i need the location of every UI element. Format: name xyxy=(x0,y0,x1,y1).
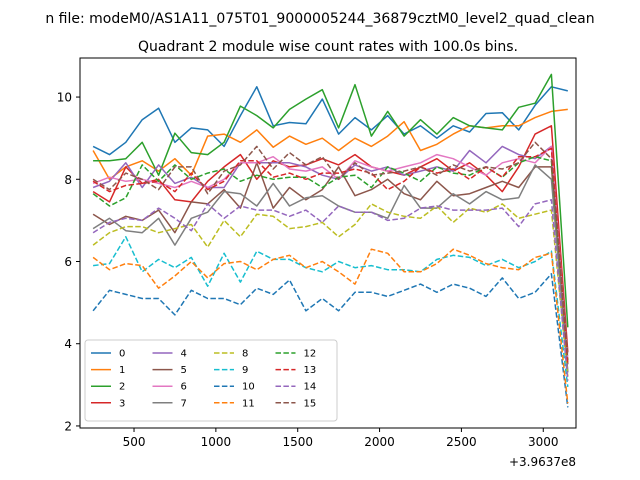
series-line-13 xyxy=(92,147,569,365)
legend-label-2: 2 xyxy=(119,382,125,393)
x-tick-label: 2000 xyxy=(364,435,395,449)
legend-label-3: 3 xyxy=(119,398,125,409)
x-tick-label: 2500 xyxy=(446,435,477,449)
x-tick-label: 3000 xyxy=(528,435,559,449)
y-tick-label: 8 xyxy=(64,173,72,187)
y-tick-label: 4 xyxy=(64,337,72,351)
series-line-7 xyxy=(92,164,569,373)
series-line-11 xyxy=(92,248,569,404)
series-line-10 xyxy=(92,273,569,408)
legend-label-12: 12 xyxy=(304,349,317,360)
series-line-2 xyxy=(93,73,569,328)
legend-label-6: 6 xyxy=(181,382,187,393)
chart-suptitle: n file: modeM0/AS1A11_075T01_9000005244_… xyxy=(45,11,594,27)
y-tick-label: 6 xyxy=(64,255,72,269)
legend-label-7: 7 xyxy=(181,398,187,409)
series-line-8 xyxy=(92,203,569,377)
legend-label-13: 13 xyxy=(304,365,317,376)
x-tick-label: 1000 xyxy=(201,435,232,449)
x-offset-label: +3.9637e8 xyxy=(509,455,576,469)
y-axis: 2 4 6 8 10 xyxy=(57,91,80,433)
legend-label-14: 14 xyxy=(304,382,317,393)
series-line-5 xyxy=(92,162,569,365)
legend-label-10: 10 xyxy=(242,382,255,393)
series-line-3 xyxy=(92,125,569,352)
legend-label-8: 8 xyxy=(242,349,248,360)
x-axis: 500 1000 1500 2000 2500 3000 xyxy=(123,428,559,449)
legend-label-15: 15 xyxy=(304,398,317,409)
x-tick-label: 500 xyxy=(123,435,146,449)
legend-label-4: 4 xyxy=(181,349,187,360)
legend-label-0: 0 xyxy=(119,349,125,360)
legend-label-9: 9 xyxy=(242,365,248,376)
x-tick-label: 1500 xyxy=(282,435,313,449)
series-layer xyxy=(92,73,569,408)
legend-box xyxy=(84,339,338,422)
y-tick-label: 2 xyxy=(64,419,72,433)
series-line-0 xyxy=(92,86,568,156)
legend-label-11: 11 xyxy=(242,398,255,409)
series-line-12 xyxy=(92,155,569,361)
plot-frame xyxy=(79,57,577,429)
chart-title: Quadrant 2 module wise count rates with … xyxy=(138,39,518,55)
series-line-15 xyxy=(92,141,569,357)
legend-label-5: 5 xyxy=(181,365,187,376)
series-line-14 xyxy=(92,199,569,381)
y-tick-label: 10 xyxy=(57,91,72,105)
series-line-4 xyxy=(92,145,569,373)
legend-label-1: 1 xyxy=(119,365,125,376)
